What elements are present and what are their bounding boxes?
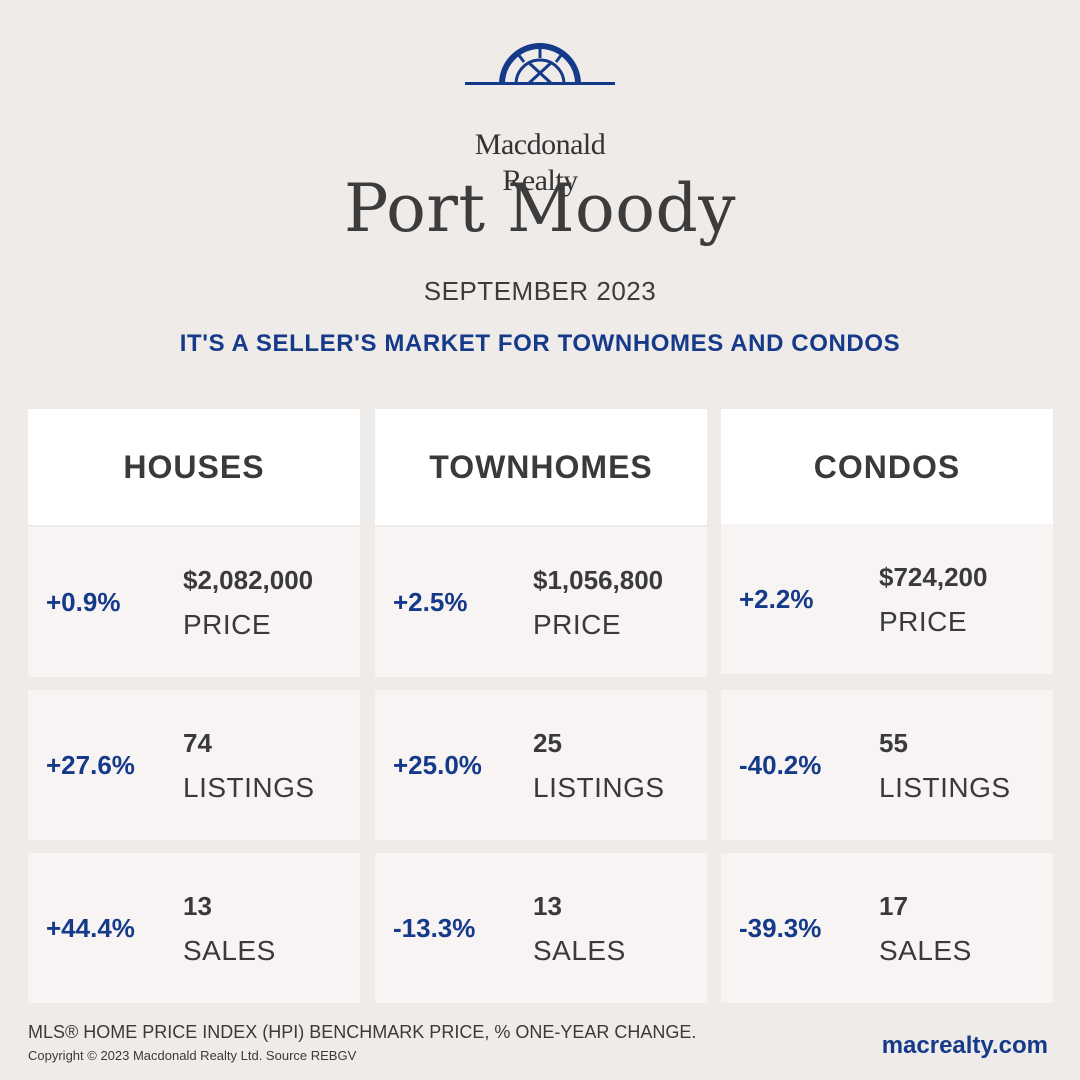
houses-column: HOUSES +0.9% $2,082,000 PRICE +27.6% 74 … <box>28 409 360 1003</box>
market-headline: IT'S A SELLER'S MARKET FOR TOWNHOMES AND… <box>179 330 901 357</box>
price-label: PRICE <box>183 609 272 640</box>
brand-name-line1: Macdonald <box>474 128 606 161</box>
price-change: +0.9% <box>46 586 121 617</box>
listings-value: 74 <box>183 728 212 758</box>
price-cell: +2.5% $1,056,800 PRICE <box>375 527 707 677</box>
listings-value: 25 <box>533 728 562 758</box>
price-change: +2.2% <box>739 583 814 614</box>
sales-cell: -13.3% 13 SALES <box>375 853 707 1003</box>
copyright: Copyright © 2023 Macdonald Realty Ltd. S… <box>28 1048 357 1063</box>
price-cell: +0.9% $2,082,000 PRICE <box>28 527 360 677</box>
price-change: +2.5% <box>393 586 468 617</box>
brand-name-line2: Realty <box>502 164 578 197</box>
sales-label: SALES <box>879 935 972 966</box>
sales-change: -13.3% <box>393 912 476 943</box>
report-month: SEPTEMBER 2023 <box>423 276 657 306</box>
listings-change: -40.2% <box>739 749 822 780</box>
price-label: PRICE <box>533 609 622 640</box>
sales-label: SALES <box>533 935 626 966</box>
sales-change: -39.3% <box>739 912 822 943</box>
price-value: $724,200 <box>879 562 988 592</box>
city-title: Port Moody <box>343 170 737 247</box>
listings-cell: +25.0% 25 LISTINGS <box>375 690 707 840</box>
website-link[interactable]: macrealty.com <box>881 1032 1048 1059</box>
price-value: $1,056,800 <box>533 565 664 595</box>
sales-cell: -39.3% 17 SALES <box>721 853 1053 1003</box>
listings-cell: -40.2% 55 LISTINGS <box>721 690 1053 840</box>
listings-change: +25.0% <box>393 749 482 780</box>
footnote: MLS® HOME PRICE INDEX (HPI) BENCHMARK PR… <box>28 1022 697 1042</box>
listings-label: LISTINGS <box>879 772 1011 803</box>
sales-value: 17 <box>879 891 908 921</box>
price-label: PRICE <box>879 606 968 637</box>
column-title: CONDOS <box>721 409 1053 525</box>
sales-label: SALES <box>183 935 276 966</box>
fan-window-logo-icon <box>465 43 615 86</box>
price-cell: +2.2% $724,200 PRICE <box>721 524 1053 674</box>
condos-column: CONDOS +2.2% $724,200 PRICE -40.2% 55 LI… <box>721 409 1053 1003</box>
listings-label: LISTINGS <box>183 772 315 803</box>
sales-change: +44.4% <box>46 912 135 943</box>
price-value: $2,082,000 <box>183 565 314 595</box>
brand-logo: Macdonald Realty <box>460 40 620 197</box>
sales-value: 13 <box>183 891 212 921</box>
townhomes-column: TOWNHOMES +2.5% $1,056,800 PRICE +25.0% … <box>375 409 707 1003</box>
listings-value: 55 <box>879 728 908 758</box>
listings-cell: +27.6% 74 LISTINGS <box>28 690 360 840</box>
listings-label: LISTINGS <box>533 772 665 803</box>
sales-value: 13 <box>533 891 562 921</box>
sales-cell: +44.4% 13 SALES <box>28 853 360 1003</box>
column-title: HOUSES <box>28 409 360 525</box>
listings-change: +27.6% <box>46 749 135 780</box>
column-title: TOWNHOMES <box>375 409 707 525</box>
